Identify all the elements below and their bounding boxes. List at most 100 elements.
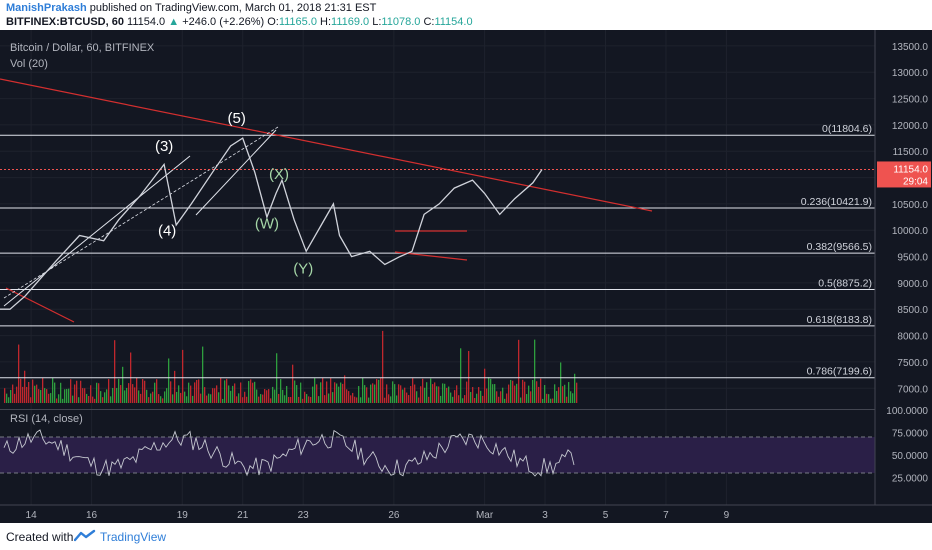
volume-bar	[100, 391, 102, 403]
volume-bar	[382, 330, 384, 403]
volume-bar	[204, 387, 206, 403]
volume-bar	[280, 379, 282, 403]
volume-bar	[4, 388, 6, 403]
low-label: L:	[372, 16, 382, 28]
volume-bar	[122, 366, 124, 403]
volume-bar	[420, 386, 422, 403]
volume-bar	[322, 377, 324, 403]
price-chart-svg[interactable]: 0(11804.6) 0.236(10421.9) 0.382(9566.5) 0.5…	[0, 30, 932, 523]
volume-bar	[346, 389, 348, 403]
volume-bar	[370, 384, 372, 403]
volume-bar	[566, 396, 568, 403]
volume-label: Vol (20)	[10, 58, 48, 70]
volume-bar	[526, 394, 528, 403]
volume-bar	[260, 394, 262, 403]
volume-bar	[326, 381, 328, 403]
volume-bar	[106, 389, 108, 403]
volume-bar	[354, 396, 356, 403]
time-tick-label: 7	[663, 510, 669, 521]
volume-bar	[548, 394, 550, 403]
volume-bar	[208, 393, 210, 403]
volume-bar	[116, 388, 118, 403]
author-link[interactable]: ManishPrakash	[6, 2, 87, 14]
volume-bar	[44, 388, 46, 403]
wave-label: (5)	[228, 110, 246, 127]
volume-bar	[88, 395, 90, 403]
volume-bar	[320, 382, 322, 403]
volume-bar	[426, 382, 428, 403]
volume-bar	[206, 395, 208, 403]
volume-bar	[282, 389, 284, 403]
volume-bar	[42, 377, 44, 403]
volume-bar	[422, 378, 424, 403]
volume-bar	[86, 393, 88, 403]
volume-bar	[336, 383, 338, 403]
volume-bar	[380, 377, 382, 403]
tradingview-logo-icon[interactable]	[73, 529, 96, 548]
volume-bar	[418, 397, 420, 403]
wave-label: (4)	[158, 223, 176, 240]
volume-bar	[46, 389, 48, 403]
volume-bar	[448, 386, 450, 403]
volume-bar	[332, 392, 334, 403]
volume-bar	[226, 378, 228, 403]
volume-bars	[4, 330, 578, 403]
volume-bar	[128, 383, 130, 403]
volume-bar	[414, 384, 416, 403]
volume-bar	[438, 386, 440, 403]
volume-bar	[146, 389, 148, 403]
price-change: +246.0 (+2.26%)	[182, 16, 265, 28]
rsi-tick-label: 50.0000	[892, 451, 929, 462]
volume-bar	[136, 377, 138, 403]
volume-bar	[402, 389, 404, 403]
price-tick-label: 9000.0	[897, 279, 928, 290]
volume-bar	[186, 396, 188, 403]
volume-bar	[190, 385, 192, 403]
volume-bar	[360, 397, 362, 403]
chart-area[interactable]: 0(11804.6) 0.236(10421.9) 0.382(9566.5) 0.5…	[0, 30, 932, 523]
volume-bar	[264, 389, 266, 403]
volume-bar	[372, 383, 374, 403]
volume-bar	[362, 378, 364, 403]
time-axis: 14 16 19 21 23 26 Mar 3 5 7 9	[0, 504, 932, 521]
volume-bar	[218, 392, 220, 403]
volume-bar	[164, 391, 166, 403]
volume-bar	[532, 379, 534, 403]
volume-bar	[216, 385, 218, 403]
volume-bar	[68, 388, 70, 403]
volume-bar	[258, 396, 260, 403]
volume-bar	[302, 398, 304, 403]
time-tick-label: 21	[237, 510, 249, 521]
volume-bar	[342, 383, 344, 403]
rsi-tick-label: 100.0000	[886, 406, 928, 417]
last-price-badge	[877, 161, 931, 188]
fib-level-label: 0.382(9566.5)	[807, 241, 872, 253]
volume-bar	[470, 392, 472, 403]
volume-bar	[296, 385, 298, 403]
tradingview-link[interactable]: TradingView	[100, 530, 167, 544]
volume-bar	[510, 379, 512, 403]
created-with-text: Created with	[6, 530, 74, 544]
volume-bar	[222, 398, 224, 403]
volume-bar	[478, 387, 480, 403]
volume-bar	[166, 388, 168, 403]
volume-bar	[48, 393, 50, 403]
volume-bar	[502, 387, 504, 403]
volume-bar	[64, 389, 66, 403]
volume-bar	[410, 385, 412, 403]
volume-bar	[124, 390, 126, 403]
volume-bar	[196, 379, 198, 403]
symbol-line: BITFINEX:BTCUSD, 60 11154.0 ▲ +246.0 (+2…	[6, 16, 473, 28]
volume-bar	[170, 381, 172, 403]
volume-bar	[552, 398, 554, 403]
volume-bar	[10, 389, 12, 403]
price-tick-label: 12000.0	[892, 121, 929, 132]
volume-bar	[110, 396, 112, 403]
volume-bar	[40, 389, 42, 403]
volume-bar	[272, 386, 274, 403]
volume-bar	[408, 395, 410, 403]
volume-bar	[356, 397, 358, 403]
volume-bar	[324, 395, 326, 403]
volume-bar	[424, 387, 426, 403]
volume-bar	[246, 396, 248, 403]
